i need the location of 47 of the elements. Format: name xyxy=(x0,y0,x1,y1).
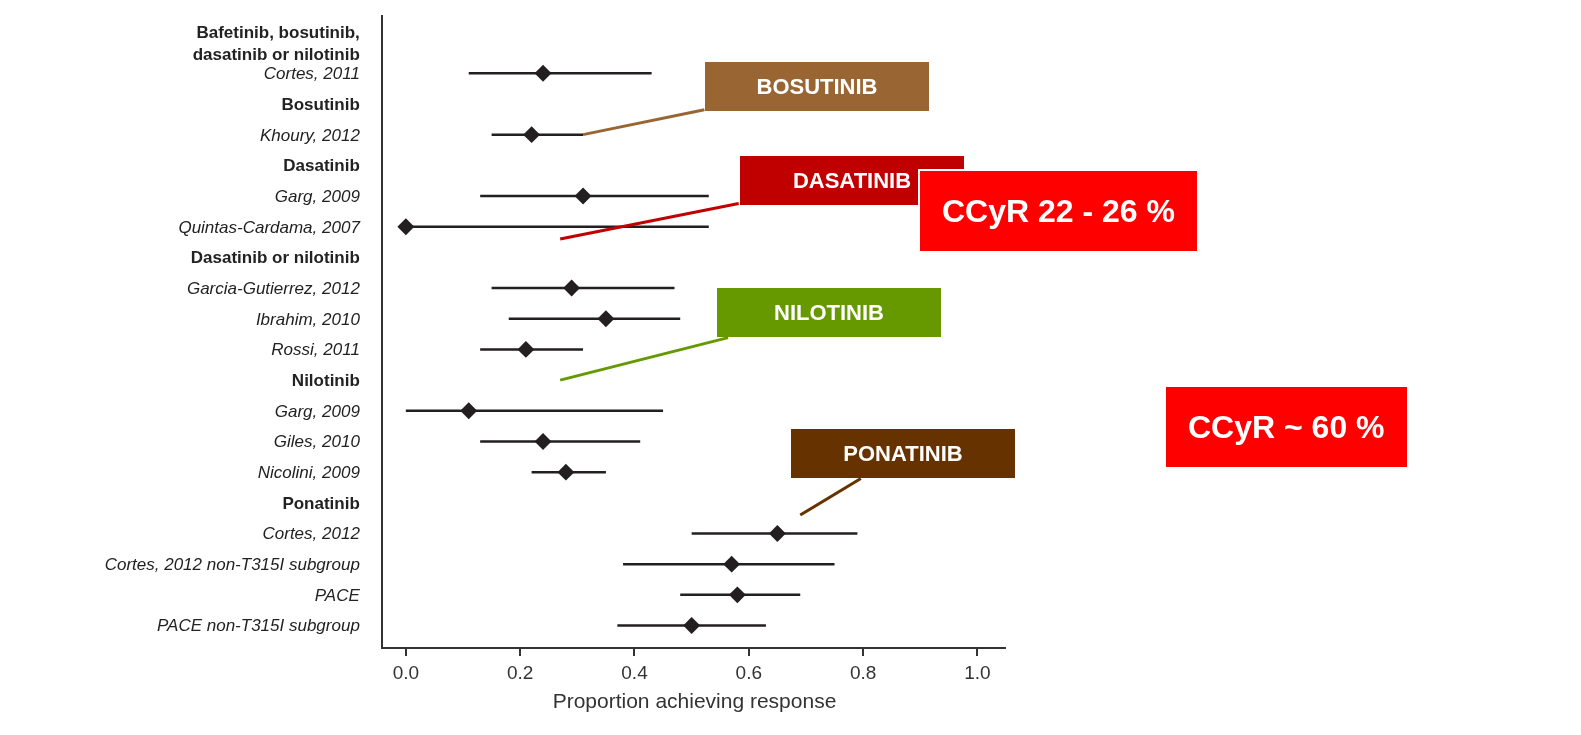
point xyxy=(574,187,592,205)
point xyxy=(534,64,552,82)
point xyxy=(563,279,581,297)
y-tick-label: PACE xyxy=(314,585,361,605)
point xyxy=(768,525,786,542)
point xyxy=(683,617,701,634)
y-tick-label: Giles, 2010 xyxy=(273,432,361,452)
text: CCyR ~ 60 % xyxy=(1188,409,1385,445)
y-tick-label: Nicolini, 2009 xyxy=(257,463,361,483)
point xyxy=(723,555,741,573)
point xyxy=(460,402,478,420)
y-tick-label: Rossi, 2011 xyxy=(271,340,360,360)
annotation: NILOTINIB xyxy=(774,300,884,325)
y-tick-label: Dasatinib xyxy=(283,156,360,176)
y-tick-label: Bosutinib xyxy=(281,94,360,114)
x-axis-title: Proportion achieving response xyxy=(552,689,837,713)
y-tick-label: Garg, 2009 xyxy=(274,401,361,421)
y-tick-label: Garg, 2009 xyxy=(274,186,361,206)
y-tick-label: Bafetinib, bosutinib, dasatinib or nilotinib xyxy=(192,22,360,64)
point xyxy=(728,586,746,604)
annotation: BOSUTINIB xyxy=(756,74,878,99)
y-tick-label: Dasatinib or nilotinib xyxy=(190,248,360,268)
point xyxy=(557,463,575,481)
point xyxy=(597,310,615,328)
point xyxy=(523,126,541,144)
y-tick-label: Ibrahim, 2010 xyxy=(255,309,361,329)
y-tick-label: Cortes, 2011 xyxy=(263,64,360,84)
x-tick-label: 0.6 xyxy=(735,661,763,683)
point xyxy=(517,340,535,358)
y-tick-label: Nilotinib xyxy=(291,371,360,391)
y-tick-label: Ponatinib xyxy=(282,493,360,513)
annotation: CCyR 22 - 26 % xyxy=(942,193,1175,229)
x-tick-label: 0.8 xyxy=(849,661,877,683)
annotation: PONATINIB xyxy=(843,441,963,466)
x-tick-label: 0.4 xyxy=(621,661,649,683)
x-tick-label: 0.0 xyxy=(392,661,420,683)
y-tick-label: Garcia-Gutierrez, 2012 xyxy=(186,279,361,298)
x-tick-label: 1.0 xyxy=(964,661,991,683)
y-tick-label: Cortes, 2012 non-T315I subgroup xyxy=(104,555,360,575)
y-tick-label: PACE non-T315I subgroup xyxy=(156,616,360,636)
y-tick-label: Quintas-Cardama, 2007 xyxy=(178,217,361,237)
y-tick-label: Khoury, 2012 xyxy=(259,125,361,145)
point xyxy=(534,433,552,450)
y-tick-label: Cortes, 2012 xyxy=(262,524,361,544)
annotation: DASATINIB xyxy=(792,168,912,193)
point xyxy=(397,218,415,236)
x-tick-label: 0.2 xyxy=(506,661,534,683)
